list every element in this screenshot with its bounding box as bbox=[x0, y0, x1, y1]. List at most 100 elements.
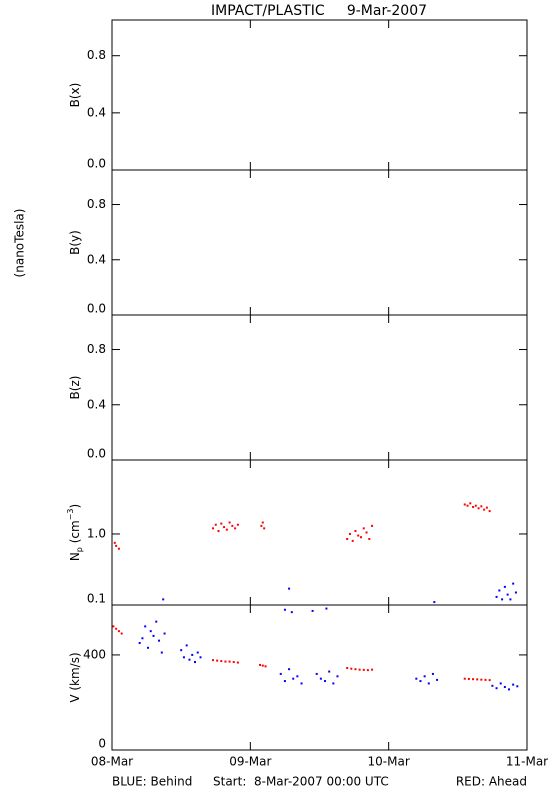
data-point bbox=[508, 688, 511, 691]
data-point bbox=[194, 661, 196, 664]
y-axis-label-part: −3 bbox=[66, 509, 75, 521]
y-axis-label-part: ) bbox=[68, 504, 82, 509]
data-point bbox=[188, 658, 191, 661]
data-point bbox=[236, 523, 239, 526]
x-tick-label: 11-Mar bbox=[506, 755, 548, 769]
y-axis-label: B(z) bbox=[68, 376, 82, 400]
y-axis-label: V (km/s) bbox=[68, 652, 82, 702]
data-point bbox=[182, 656, 185, 659]
data-point bbox=[115, 627, 118, 630]
data-point bbox=[346, 666, 349, 669]
data-point bbox=[484, 678, 487, 681]
data-point bbox=[231, 524, 234, 527]
data-point bbox=[354, 668, 357, 671]
data-point bbox=[498, 589, 501, 592]
data-point bbox=[328, 670, 331, 673]
data-point bbox=[211, 527, 214, 530]
data-point bbox=[351, 539, 354, 542]
data-point bbox=[236, 661, 239, 664]
data-point bbox=[415, 677, 418, 680]
data-point bbox=[261, 521, 264, 524]
data-point bbox=[368, 537, 371, 540]
y-tick-label: 0.8 bbox=[87, 48, 106, 62]
data-point bbox=[211, 659, 214, 662]
data-point bbox=[516, 685, 519, 688]
data-point bbox=[196, 651, 199, 654]
data-point bbox=[423, 675, 426, 678]
data-point bbox=[360, 536, 362, 539]
units-label: (nanoTesla) bbox=[13, 209, 27, 278]
data-point bbox=[225, 528, 228, 531]
y-axis-label-part: p bbox=[75, 547, 84, 552]
data-point bbox=[480, 505, 483, 508]
data-point bbox=[512, 582, 515, 585]
data-point bbox=[149, 630, 152, 633]
data-point bbox=[366, 669, 369, 672]
y-axis-label-part: B(y) bbox=[68, 230, 82, 255]
chart-title: IMPACT/PLASTIC 9-Mar-2007 bbox=[211, 3, 427, 19]
data-point bbox=[283, 608, 286, 611]
y-tick-label: 0 bbox=[98, 737, 106, 751]
y-tick-label: 0.0 bbox=[87, 302, 106, 316]
data-point bbox=[501, 598, 504, 601]
data-point bbox=[485, 506, 488, 509]
data-point bbox=[279, 672, 282, 675]
data-point bbox=[117, 547, 120, 550]
data-point bbox=[350, 667, 353, 670]
x-tick-label: 09-Mar bbox=[229, 755, 271, 769]
data-point bbox=[506, 593, 509, 596]
data-point bbox=[115, 544, 118, 547]
data-point bbox=[371, 524, 374, 527]
y-tick-label: 0.8 bbox=[87, 342, 106, 356]
data-point bbox=[365, 531, 368, 534]
data-point bbox=[214, 523, 217, 526]
data-point bbox=[512, 683, 515, 686]
x-tick-label: 10-Mar bbox=[368, 755, 410, 769]
data-point bbox=[264, 665, 267, 668]
y-tick-label: 0.4 bbox=[87, 105, 106, 119]
data-point bbox=[436, 678, 439, 681]
data-point bbox=[288, 668, 291, 671]
data-point bbox=[346, 537, 349, 540]
data-point bbox=[216, 659, 219, 662]
data-point bbox=[228, 521, 231, 524]
data-point bbox=[325, 607, 328, 610]
data-point bbox=[357, 534, 360, 537]
data-point bbox=[362, 668, 365, 671]
data-point bbox=[234, 527, 237, 530]
data-point bbox=[296, 675, 299, 678]
data-point bbox=[220, 660, 223, 663]
y-tick-label: 0.1 bbox=[87, 592, 106, 606]
data-point bbox=[319, 677, 322, 680]
y-tick-label: 400 bbox=[83, 647, 106, 661]
data-point bbox=[466, 504, 469, 507]
data-point bbox=[348, 532, 351, 535]
data-point bbox=[472, 505, 475, 508]
data-point bbox=[476, 678, 479, 681]
data-point bbox=[191, 653, 194, 656]
data-point bbox=[488, 679, 491, 682]
data-point bbox=[112, 625, 115, 628]
data-point bbox=[146, 646, 149, 649]
data-point bbox=[141, 637, 144, 640]
data-point bbox=[260, 524, 263, 527]
data-point bbox=[488, 510, 491, 513]
data-point bbox=[290, 611, 293, 614]
data-point bbox=[160, 651, 163, 654]
y-tick-label: 0.0 bbox=[87, 447, 106, 461]
data-point bbox=[288, 587, 291, 590]
y-axis-label-part: V (km/s) bbox=[68, 652, 82, 702]
y-axis-label-part: B(z) bbox=[68, 376, 82, 400]
data-point bbox=[220, 522, 223, 525]
data-point bbox=[469, 502, 472, 505]
data-point bbox=[480, 678, 483, 681]
y-axis-label: Np (cm−3) bbox=[66, 504, 84, 561]
data-point bbox=[300, 682, 303, 685]
data-point bbox=[491, 684, 494, 687]
panel-frame bbox=[111, 19, 528, 171]
data-point bbox=[433, 601, 436, 604]
data-point bbox=[228, 660, 231, 663]
data-point bbox=[514, 591, 517, 594]
data-point bbox=[283, 680, 286, 683]
data-point bbox=[358, 668, 361, 671]
